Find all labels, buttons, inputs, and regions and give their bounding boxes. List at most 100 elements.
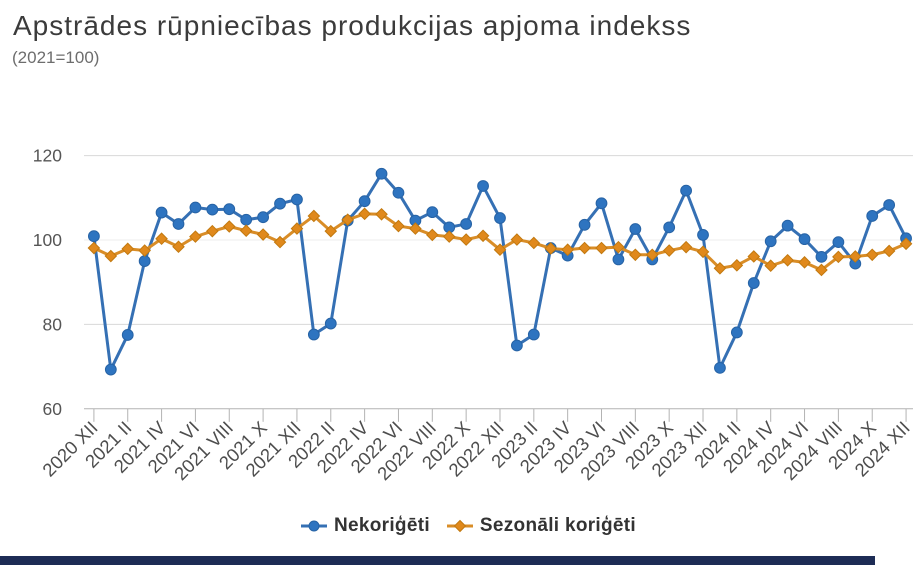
data-point-nekorigeti[interactable] — [392, 186, 405, 199]
data-point-sezonali-korigeti[interactable] — [696, 245, 710, 259]
data-point-nekorigeti[interactable] — [274, 197, 286, 210]
data-point-nekorigeti[interactable] — [257, 211, 270, 224]
data-point-sezonali-korigeti[interactable] — [392, 219, 405, 233]
data-point-nekorigeti[interactable] — [730, 326, 743, 339]
data-point-nekorigeti[interactable] — [155, 206, 168, 219]
data-point-nekorigeti[interactable] — [358, 195, 371, 208]
data-point-sezonali-korigeti[interactable] — [882, 244, 896, 258]
data-point-sezonali-korigeti[interactable] — [375, 207, 388, 221]
data-point-nekorigeti[interactable] — [307, 328, 320, 341]
data-point-nekorigeti[interactable] — [291, 193, 303, 206]
data-point-sezonali-korigeti[interactable] — [189, 230, 202, 243]
data-point-sezonali-korigeti[interactable] — [544, 242, 558, 255]
data-point-sezonali-korigeti[interactable] — [409, 222, 422, 235]
data-point-sezonali-korigeti[interactable] — [358, 207, 371, 221]
data-point-nekorigeti[interactable] — [172, 218, 185, 230]
data-point-sezonali-korigeti[interactable] — [815, 263, 828, 277]
data-point-sezonali-korigeti[interactable] — [561, 243, 574, 257]
legend-item-1[interactable]: Sezonāli koriģēti — [446, 515, 636, 537]
data-point-nekorigeti[interactable] — [663, 221, 676, 234]
data-point-sezonali-korigeti[interactable] — [290, 222, 304, 235]
data-point-sezonali-korigeti[interactable] — [764, 259, 778, 273]
data-point-nekorigeti[interactable] — [815, 250, 828, 263]
data-point-nekorigeti[interactable] — [477, 180, 489, 192]
data-point-nekorigeti[interactable] — [494, 212, 506, 224]
data-point-sezonali-korigeti[interactable] — [865, 248, 879, 262]
data-point-sezonali-korigeti[interactable] — [595, 241, 608, 255]
data-point-nekorigeti[interactable] — [781, 219, 794, 232]
data-point-sezonali-korigeti[interactable] — [899, 237, 913, 251]
data-point-nekorigeti[interactable] — [189, 201, 202, 214]
data-point-nekorigeti[interactable] — [595, 197, 608, 210]
data-point-sezonali-korigeti[interactable] — [459, 233, 473, 246]
data-point-nekorigeti[interactable] — [324, 317, 337, 330]
data-point-sezonali-korigeti[interactable] — [730, 259, 744, 272]
data-point-nekorigeti[interactable] — [240, 213, 253, 226]
data-point-nekorigeti[interactable] — [223, 203, 236, 216]
legend-item-0[interactable]: Nekoriģēti — [300, 515, 430, 537]
data-point-nekorigeti[interactable] — [764, 235, 777, 248]
data-point-sezonali-korigeti[interactable] — [256, 228, 270, 241]
data-point-sezonali-korigeti[interactable] — [493, 243, 507, 257]
legend-label: Nekoriģēti — [333, 515, 430, 536]
data-point-sezonali-korigeti[interactable] — [206, 224, 219, 238]
data-point-nekorigeti[interactable] — [426, 206, 439, 219]
data-point-sezonali-korigeti[interactable] — [629, 248, 642, 262]
data-point-sezonali-korigeti[interactable] — [442, 230, 456, 243]
data-point-nekorigeti[interactable] — [629, 223, 642, 235]
data-point-sezonali-korigeti[interactable] — [798, 256, 811, 269]
data-point-nekorigeti[interactable] — [206, 203, 219, 216]
data-point-sezonali-korigeti[interactable] — [172, 240, 185, 254]
data-point-sezonali-korigeti[interactable] — [273, 235, 287, 249]
data-point-sezonali-korigeti[interactable] — [222, 220, 236, 233]
data-point-sezonali-korigeti[interactable] — [425, 228, 439, 242]
data-point-nekorigeti[interactable] — [375, 167, 388, 180]
data-point-sezonali-korigeti[interactable] — [121, 242, 135, 256]
chart-subtitle: (2021=100) — [12, 48, 100, 67]
data-point-sezonali-korigeti[interactable] — [713, 261, 727, 275]
data-point-nekorigeti[interactable] — [121, 329, 134, 341]
data-point-sezonali-korigeti[interactable] — [645, 248, 659, 262]
data-point-nekorigeti[interactable] — [714, 361, 726, 374]
data-point-sezonali-korigeti[interactable] — [747, 250, 761, 263]
data-point-nekorigeti[interactable] — [460, 218, 473, 230]
data-point-sezonali-korigeti[interactable] — [510, 233, 524, 246]
data-point-nekorigeti[interactable] — [832, 236, 845, 249]
data-point-sezonali-korigeti[interactable] — [104, 249, 118, 263]
data-point-sezonali-korigeti[interactable] — [679, 240, 693, 254]
data-point-sezonali-korigeti[interactable] — [527, 236, 541, 250]
data-point-nekorigeti[interactable] — [527, 328, 540, 341]
data-point-nekorigeti[interactable] — [883, 199, 896, 211]
data-point-sezonali-korigeti[interactable] — [239, 224, 253, 238]
data-point-sezonali-korigeti[interactable] — [578, 241, 591, 255]
data-point-nekorigeti[interactable] — [612, 253, 625, 266]
chart-title: Apstrādes rūpniecības produkcijas apjoma… — [13, 10, 692, 41]
data-point-sezonali-korigeti[interactable] — [155, 232, 168, 246]
data-point-nekorigeti[interactable] — [680, 184, 692, 197]
legend-diamond-marker-icon — [446, 519, 473, 533]
y-axis-label: 80 — [43, 314, 63, 334]
data-point-sezonali-korigeti[interactable] — [612, 240, 625, 254]
data-point-nekorigeti[interactable] — [747, 277, 760, 289]
data-point-sezonali-korigeti[interactable] — [341, 213, 355, 227]
data-point-nekorigeti[interactable] — [798, 233, 811, 246]
data-point-sezonali-korigeti[interactable] — [476, 229, 490, 243]
data-point-nekorigeti[interactable] — [697, 229, 709, 241]
data-point-nekorigeti[interactable] — [578, 218, 591, 231]
data-point-sezonali-korigeti[interactable] — [662, 244, 676, 257]
data-point-sezonali-korigeti[interactable] — [138, 244, 151, 257]
data-point-nekorigeti[interactable] — [88, 230, 100, 243]
legend-circle-marker-icon — [300, 520, 327, 532]
data-point-sezonali-korigeti[interactable] — [832, 250, 845, 264]
data-point-sezonali-korigeti[interactable] — [848, 250, 862, 263]
data-point-nekorigeti[interactable] — [511, 339, 523, 352]
data-point-nekorigeti[interactable] — [104, 363, 117, 376]
data-point-sezonali-korigeti[interactable] — [307, 209, 321, 223]
data-point-nekorigeti[interactable] — [138, 255, 151, 268]
data-point-nekorigeti[interactable] — [866, 210, 879, 222]
data-point-sezonali-korigeti[interactable] — [781, 253, 794, 267]
data-point-sezonali-korigeti[interactable] — [87, 241, 101, 255]
data-point-sezonali-korigeti[interactable] — [324, 224, 338, 238]
